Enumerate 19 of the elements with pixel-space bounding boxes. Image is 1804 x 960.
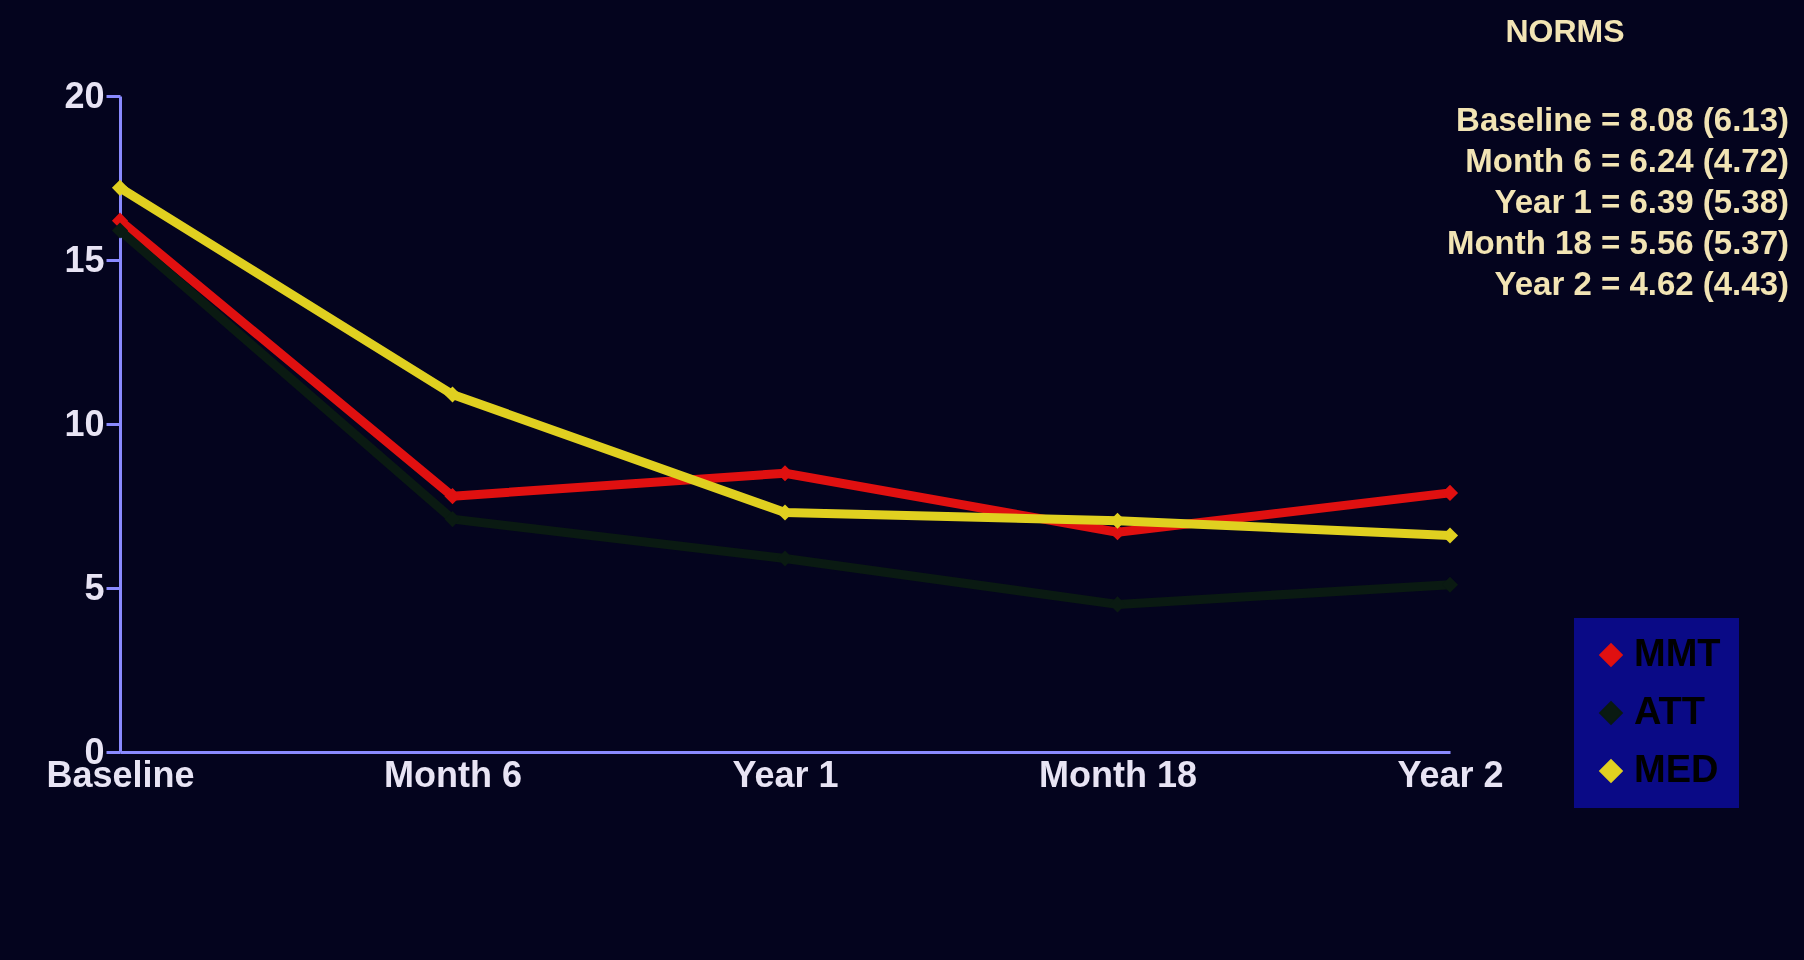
y-tick-label: 5 [84, 566, 105, 608]
point [111, 222, 129, 239]
x-tick-label: Month 6 [384, 753, 522, 795]
text: Month 6 = 6.24 (4.72) [1465, 142, 1789, 179]
text: Year 1 = 6.39 (5.38) [1494, 183, 1789, 220]
legend-label: MED [1634, 748, 1719, 790]
point [111, 179, 129, 196]
y-tick-label: 20 [64, 74, 105, 116]
y-tick-label: 15 [64, 238, 105, 280]
text: NORMS [1505, 13, 1625, 49]
legend-label: MMT [1634, 632, 1721, 674]
legend-label: ATT [1634, 690, 1706, 732]
y-tick-label: 10 [64, 402, 105, 444]
x-tick-label: Year 1 [732, 753, 839, 795]
text: Baseline = 8.08 (6.13) [1456, 101, 1789, 138]
x-tick-label: Year 2 [1397, 753, 1504, 795]
x-tick-label: Month 18 [1039, 753, 1197, 795]
text: Year 2 = 4.62 (4.43) [1494, 265, 1789, 302]
annotation: Month 18 = 5.56 (5.37) [1446, 224, 1789, 261]
